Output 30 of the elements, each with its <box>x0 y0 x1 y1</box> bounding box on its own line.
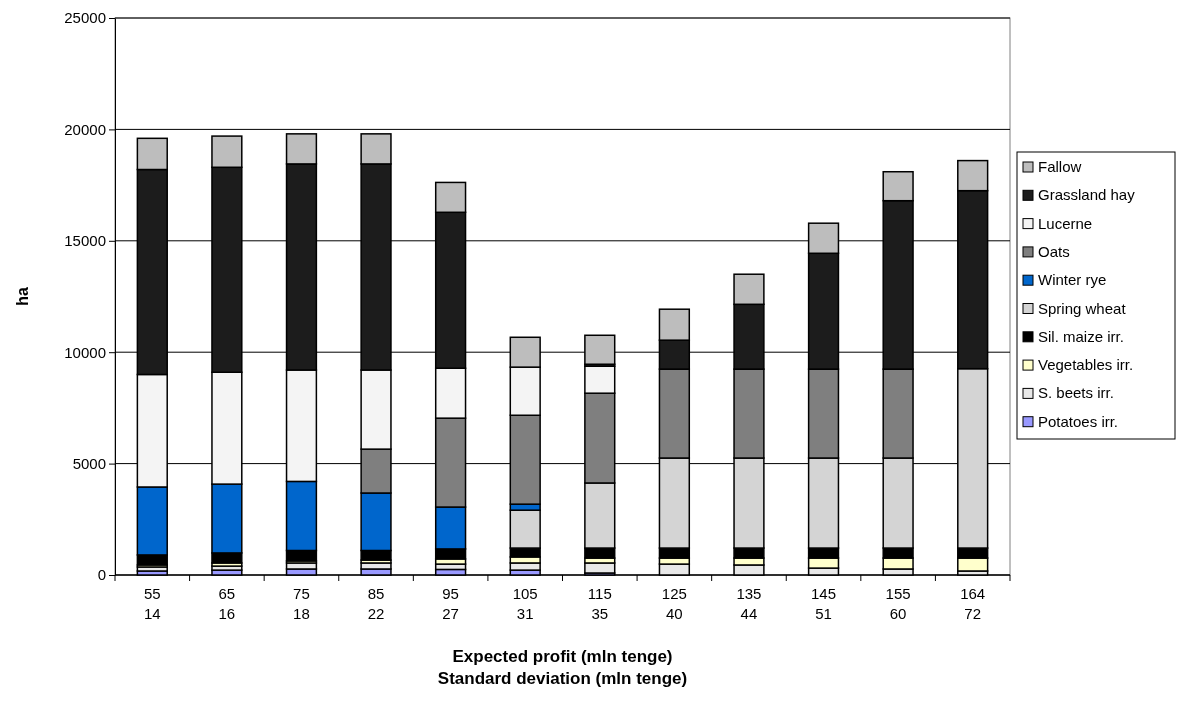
legend-label: Oats <box>1038 242 1070 260</box>
x-tick-label: 164 72 <box>960 585 986 622</box>
x-tick-label: 75 18 <box>293 585 310 622</box>
y-tick-label: 25000 <box>64 9 106 27</box>
legend-label: Fallow <box>1038 158 1082 175</box>
y-tick-label: 5000 <box>72 454 106 472</box>
legend-label: Vegetables irr. <box>1038 356 1134 374</box>
legend-label: Sil. maize irr. <box>1038 327 1124 345</box>
x-tick-label: 125 40 <box>661 585 687 622</box>
legend-label: Potatoes irr. <box>1038 412 1119 430</box>
x-tick-label: 95 27 <box>442 585 459 622</box>
y-axis-title: ha <box>14 287 31 306</box>
x-axis-title: Expected profit (mln tenge) Standard deviation (mln tenge) <box>437 647 688 688</box>
x-tick-label: 85 22 <box>367 585 385 622</box>
y-tick-label: 0 <box>97 566 106 584</box>
x-tick-label: 135 44 <box>736 585 762 622</box>
x-tick-label: 55 14 <box>143 585 161 622</box>
x-tick-label: 115 35 <box>587 585 612 622</box>
legend-label: S. beets irr. <box>1038 384 1114 402</box>
y-tick-label: 15000 <box>64 232 106 250</box>
legend-label: Spring wheat <box>1038 299 1127 317</box>
x-tick-label: 105 31 <box>512 585 538 622</box>
y-tick-label: 10000 <box>64 343 106 361</box>
legend-label: Lucerne <box>1038 214 1093 232</box>
y-tick-label: 20000 <box>64 120 106 138</box>
x-tick-label: 145 51 <box>811 585 837 622</box>
legend-label: Grassland hay <box>1038 186 1136 204</box>
legend-label: Winter rye <box>1038 271 1107 289</box>
x-tick-label: 65 16 <box>218 585 236 622</box>
x-tick-label: 155 60 <box>885 585 911 622</box>
